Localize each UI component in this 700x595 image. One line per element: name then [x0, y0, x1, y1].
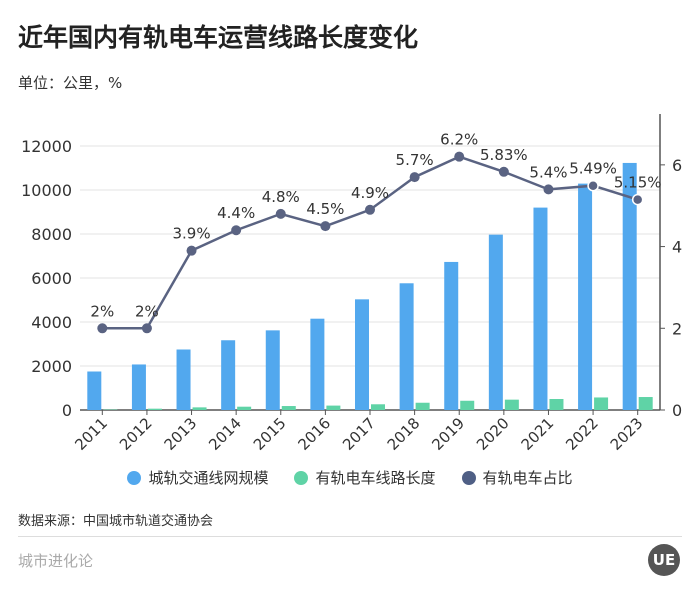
- line-point: [409, 172, 420, 183]
- legend-item-tram-length[interactable]: 有轨电车线路长度: [294, 467, 436, 488]
- legend-label: 有轨电车占比: [482, 469, 573, 487]
- data-label: 5.4%: [529, 163, 567, 181]
- legend-item-tram-share[interactable]: 有轨电车占比: [461, 467, 573, 488]
- bar-network-2011: [87, 371, 102, 410]
- data-label: 4.4%: [217, 204, 255, 222]
- x-tick-label: 2022: [562, 414, 602, 454]
- line-point: [587, 179, 599, 192]
- line-point: [454, 151, 465, 162]
- x-tick-label: 2017: [339, 414, 379, 454]
- data-label: 5.7%: [396, 151, 434, 169]
- right-tick-label: 0: [672, 401, 682, 420]
- legend-line-dot-icon: [461, 470, 476, 485]
- divider: [18, 536, 682, 537]
- bar-tram-2014: [237, 406, 252, 410]
- bar-tram-2020: [504, 399, 519, 410]
- legend-item-network[interactable]: 城轨交通线网规模: [127, 467, 268, 488]
- left-tick-label: 8000: [31, 225, 72, 244]
- line-point: [543, 184, 554, 195]
- bar-tram-2017: [371, 404, 385, 410]
- bar-network-2021: [533, 207, 548, 410]
- x-tick-label: 2021: [518, 414, 558, 454]
- x-tick-label: 2018: [384, 414, 424, 454]
- x-tick-label: 2016: [294, 414, 334, 454]
- line-point: [631, 193, 644, 206]
- x-tick-label: 2014: [205, 414, 245, 454]
- right-tick-label: 2: [672, 319, 682, 338]
- left-tick-label: 10000: [21, 181, 72, 200]
- bar-network-2015: [265, 330, 280, 410]
- line-point: [186, 245, 197, 256]
- line-point: [275, 208, 286, 219]
- data-label: 4.5%: [306, 200, 344, 218]
- left-tick-label: 2000: [31, 357, 72, 376]
- data-label: 2%: [135, 302, 159, 320]
- left-tick-label: 0: [62, 401, 72, 420]
- left-tick-label: 4000: [31, 313, 72, 332]
- line-point: [141, 323, 152, 334]
- bar-tram-2012: [147, 408, 162, 410]
- data-label: 3.9%: [172, 225, 210, 243]
- bar-tram-2022: [594, 397, 609, 410]
- legend-label: 城轨交通线网规模: [148, 469, 269, 487]
- x-tick-label: 2023: [607, 414, 647, 454]
- left-tick-label: 6000: [31, 269, 72, 288]
- right-tick-label: 4: [672, 238, 682, 257]
- legend-label: 有轨电车线路长度: [315, 469, 436, 487]
- unit-label: 单位：公里，%: [18, 74, 123, 92]
- right-tick-label: 6: [672, 156, 682, 175]
- bar-tram-2023: [638, 397, 653, 410]
- bar-network-2018: [399, 283, 414, 410]
- line-point: [231, 225, 242, 236]
- bar-network-2016: [310, 318, 325, 410]
- bar-network-2014: [221, 340, 236, 410]
- bar-tram-2021: [549, 399, 564, 410]
- bar-tram-2013: [192, 407, 207, 410]
- brand-logo: UE: [648, 544, 680, 576]
- data-label: 2%: [90, 302, 114, 320]
- data-label: 5.83%: [480, 146, 528, 164]
- data-label: 6.2%: [440, 131, 478, 149]
- bar-network-2013: [176, 349, 191, 410]
- bar-network-2019: [444, 261, 459, 410]
- line-point: [97, 323, 108, 334]
- line-point: [498, 166, 509, 177]
- x-tick-label: 2015: [250, 414, 290, 454]
- chart-title: 近年国内有轨电车运营线路长度变化: [18, 23, 419, 52]
- legend: 城轨交通线网规模 有轨电车线路长度 有轨电车占比: [0, 467, 700, 488]
- line-point: [365, 204, 375, 215]
- brand-name: 城市进化论: [18, 552, 94, 570]
- bar-tram-2016: [326, 405, 341, 410]
- x-tick-label: 2012: [116, 414, 156, 454]
- legend-green-dot-icon: [294, 470, 309, 485]
- data-label: 5.15%: [614, 174, 662, 192]
- bar-network-2012: [131, 364, 146, 410]
- data-source: 数据来源：中国城市轨道交通协会: [18, 514, 214, 529]
- data-label: 4.9%: [351, 184, 389, 202]
- bar-network-2023: [622, 162, 637, 410]
- x-tick-label: 2020: [473, 414, 513, 454]
- bar-tram-2018: [415, 402, 430, 410]
- x-tick-label: 2013: [161, 414, 201, 454]
- legend-blue-dot-icon: [127, 470, 142, 485]
- data-label: 4.8%: [262, 188, 300, 206]
- bar-network-2017: [355, 299, 369, 410]
- bar-network-2020: [488, 234, 503, 410]
- bar-network-2022: [578, 183, 593, 410]
- line-point: [320, 221, 331, 232]
- bar-tram-2019: [460, 400, 475, 410]
- x-tick-label: 2019: [428, 414, 468, 454]
- bar-tram-2015: [281, 406, 296, 410]
- x-tick-label: 2011: [71, 414, 111, 454]
- left-tick-label: 12000: [21, 137, 72, 156]
- data-label: 5.49%: [569, 160, 617, 178]
